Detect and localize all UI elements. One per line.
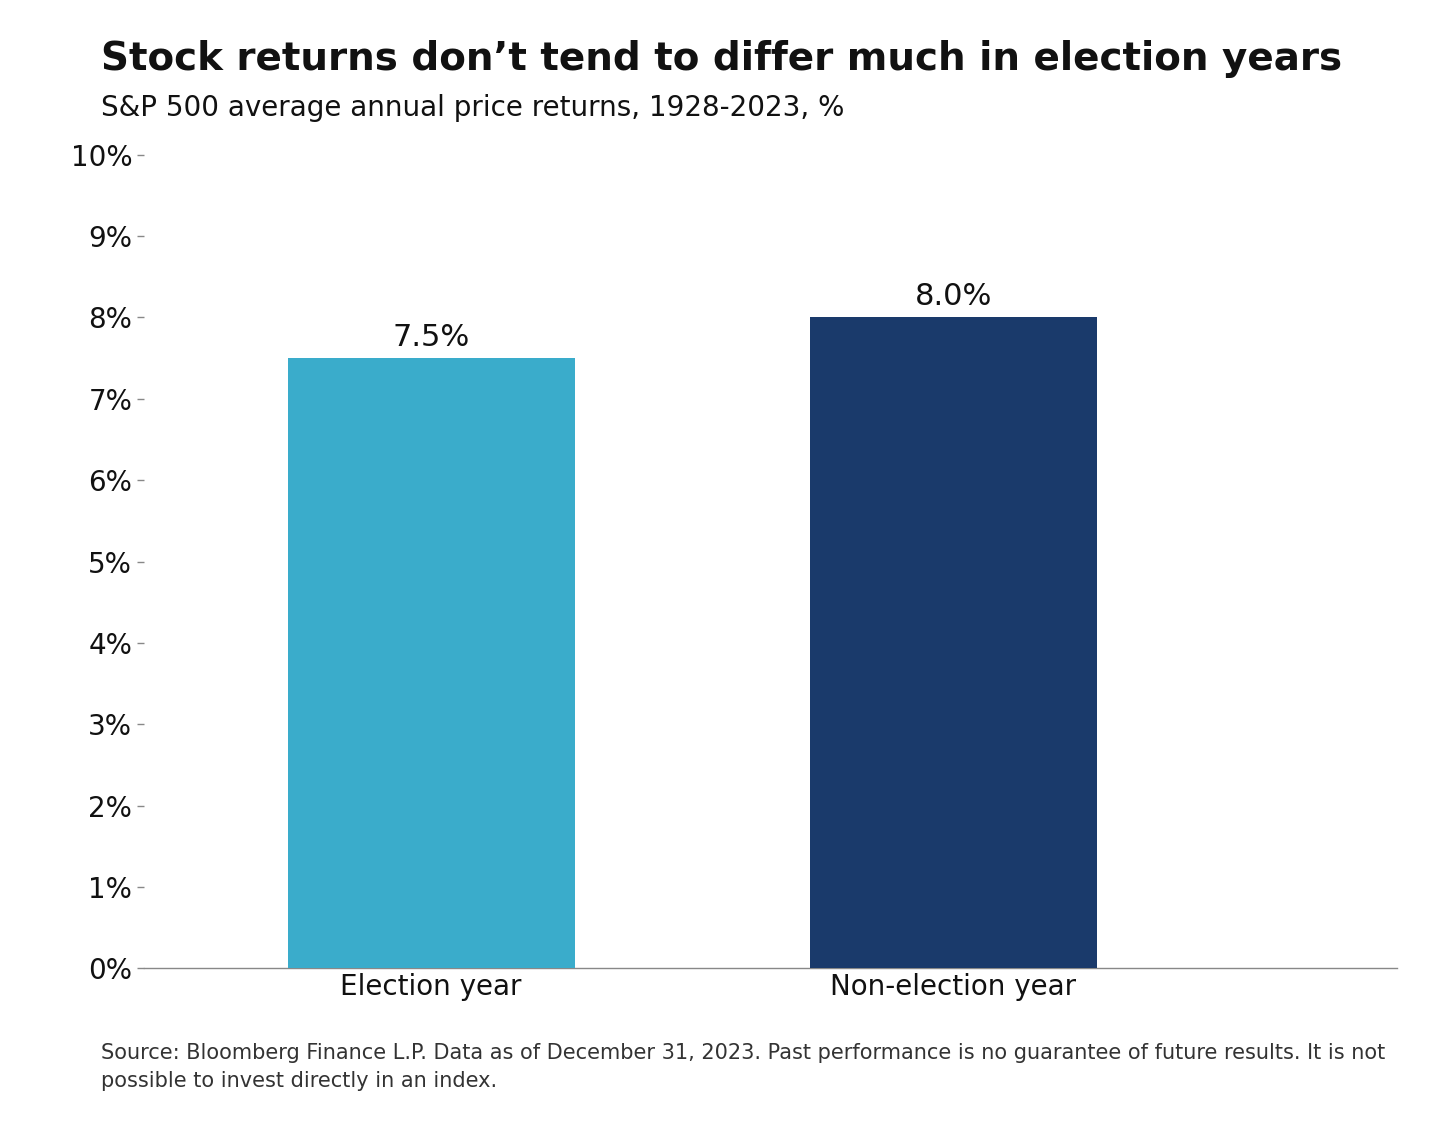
Text: Stock returns don’t tend to differ much in election years: Stock returns don’t tend to differ much … <box>101 40 1342 78</box>
Bar <box>288 358 575 968</box>
Bar <box>809 317 1097 968</box>
Text: 8.0%: 8.0% <box>914 282 992 311</box>
Text: Source: Bloomberg Finance L.P. Data as of December 31, 2023. Past performance is: Source: Bloomberg Finance L.P. Data as o… <box>101 1043 1385 1091</box>
Text: 7.5%: 7.5% <box>393 323 469 352</box>
Text: S&P 500 average annual price returns, 1928-2023, %: S&P 500 average annual price returns, 19… <box>101 94 844 121</box>
